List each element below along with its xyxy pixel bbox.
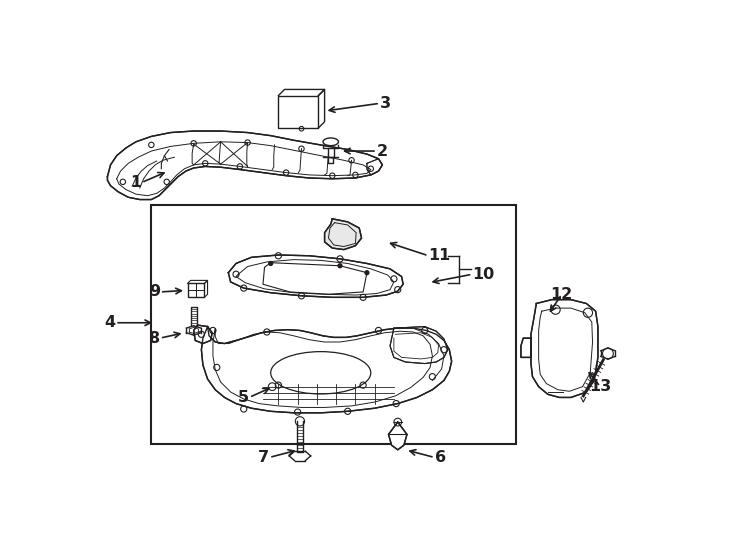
Text: 6: 6 (435, 450, 446, 465)
Bar (151, 205, 515, 444)
Circle shape (338, 264, 342, 268)
Polygon shape (194, 325, 212, 343)
Text: 4: 4 (104, 315, 115, 330)
Bar (278, 96, 319, 128)
Polygon shape (531, 300, 598, 397)
Polygon shape (228, 255, 403, 298)
Text: 2: 2 (377, 144, 388, 159)
Text: 9: 9 (149, 285, 160, 300)
Polygon shape (390, 327, 448, 363)
Text: 11: 11 (429, 248, 451, 264)
Polygon shape (388, 422, 407, 450)
Polygon shape (201, 327, 451, 413)
Circle shape (269, 261, 272, 265)
Circle shape (365, 271, 369, 275)
Ellipse shape (271, 352, 371, 394)
Text: 3: 3 (380, 96, 391, 111)
Text: 10: 10 (473, 267, 495, 282)
Text: 13: 13 (589, 379, 611, 394)
Text: 5: 5 (238, 390, 249, 405)
Bar (187, 284, 205, 298)
Text: 12: 12 (550, 287, 573, 302)
Polygon shape (324, 219, 362, 249)
Polygon shape (367, 159, 382, 175)
Text: 8: 8 (149, 330, 160, 346)
Text: 1: 1 (130, 175, 142, 190)
Ellipse shape (323, 138, 338, 146)
Text: 7: 7 (258, 450, 269, 465)
Polygon shape (107, 131, 382, 200)
Polygon shape (521, 338, 531, 357)
